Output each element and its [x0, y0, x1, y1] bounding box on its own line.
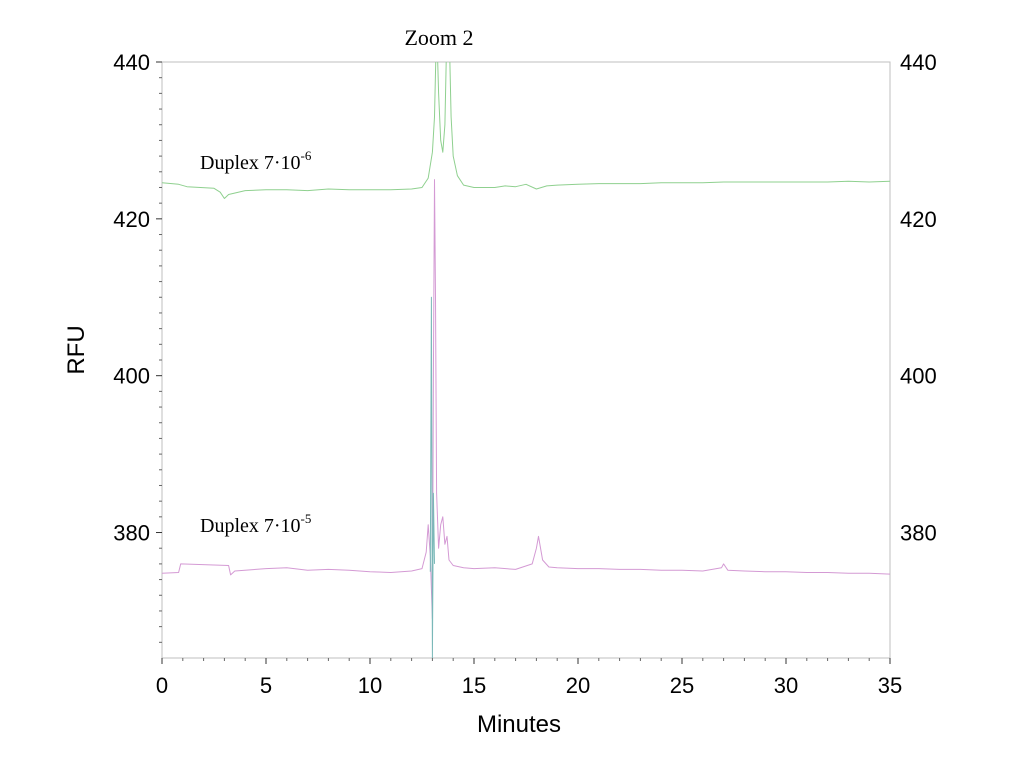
minor-ticks: [159, 77, 870, 661]
x-tick-label: 35: [878, 673, 902, 698]
y-tick-labels-left: 380 400 420 440: [113, 50, 150, 546]
y-tick-labels-right: 380 400 420 440: [900, 50, 937, 546]
x-tick-label: 25: [670, 673, 694, 698]
annotation-upper: Duplex 7·10-6: [200, 148, 312, 174]
x-tick-label: 5: [260, 673, 272, 698]
y-tick-label-right: 400: [900, 364, 937, 389]
series-line-2: [162, 179, 890, 620]
x-tick-label: 10: [358, 673, 382, 698]
series-line-1: [162, 62, 890, 199]
annotation-lower-text: Duplex 7·10: [200, 515, 301, 537]
series-group: [162, 62, 890, 658]
y-axis-title: RFU: [63, 325, 90, 374]
annotation-upper-text: Duplex 7·10: [200, 152, 301, 174]
chart-title: Zoom 2: [404, 25, 473, 50]
major-ticks: [156, 61, 891, 664]
y-tick-label-right: 440: [900, 50, 937, 75]
y-tick-label-left: 420: [113, 207, 150, 232]
annotation-upper-sup: -6: [301, 148, 312, 163]
y-tick-label-left: 380: [113, 521, 150, 546]
y-tick-label-right: 420: [900, 207, 937, 232]
x-axis-title: Minutes: [477, 711, 561, 738]
x-tick-label: 0: [156, 673, 168, 698]
x-tick-label: 30: [774, 673, 798, 698]
series-line-3: [429, 296, 435, 658]
x-tick-labels: 0 5 10 15 20 25 30 35: [156, 673, 902, 698]
annotation-lower: Duplex 7·10-5: [200, 511, 311, 537]
annotation-lower-sup: -5: [301, 511, 312, 526]
x-tick-label: 20: [566, 673, 590, 698]
x-tick-label: 15: [462, 673, 486, 698]
y-tick-label-right: 380: [900, 521, 937, 546]
y-tick-label-left: 400: [113, 364, 150, 389]
y-tick-label-left: 440: [113, 50, 150, 75]
